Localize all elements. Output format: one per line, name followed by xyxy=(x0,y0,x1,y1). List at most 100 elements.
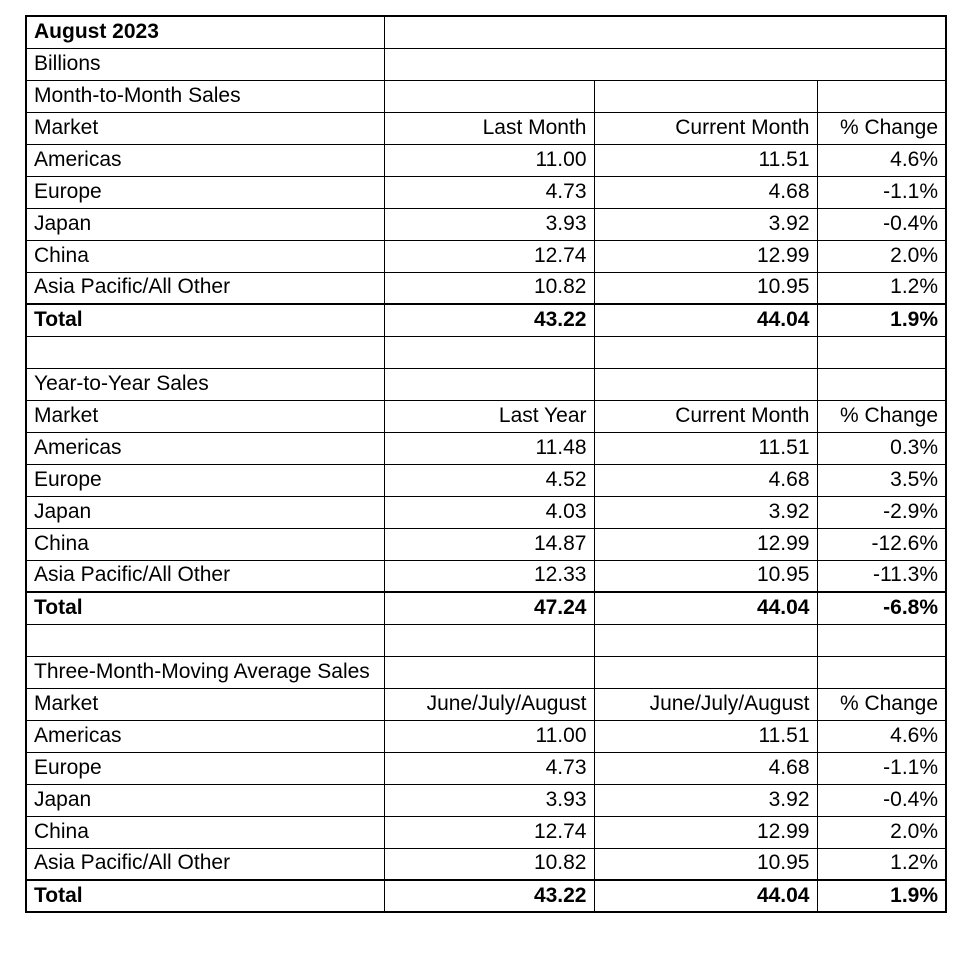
column-header: % Change xyxy=(816,399,947,433)
table-row: Asia Pacific/All Other 10.82 10.95 1.2% xyxy=(25,847,947,881)
market-cell: Europe xyxy=(25,463,385,497)
value-cell: 12.33 xyxy=(383,559,595,593)
empty-cell xyxy=(383,367,595,401)
market-cell: Japan xyxy=(25,207,385,241)
column-header: June/July/August xyxy=(593,687,818,721)
table-row: Europe 4.73 4.68 -1.1% xyxy=(25,751,947,785)
value-cell: 14.87 xyxy=(383,527,595,561)
value-cell: 10.82 xyxy=(383,847,595,881)
empty-cell xyxy=(593,655,818,689)
column-header: Last Year xyxy=(383,399,595,433)
market-cell: Europe xyxy=(25,751,385,785)
empty-cell xyxy=(383,335,595,369)
value-cell: 3.93 xyxy=(383,207,595,241)
market-cell: China xyxy=(25,527,385,561)
value-cell: 11.51 xyxy=(593,719,818,753)
table-row: Europe 4.52 4.68 3.5% xyxy=(25,463,947,497)
gap-row xyxy=(25,623,947,657)
total-value: 47.24 xyxy=(383,591,595,625)
table-row: Americas 11.00 11.51 4.6% xyxy=(25,719,947,753)
market-cell: Japan xyxy=(25,495,385,529)
total-row: Total 43.22 44.04 1.9% xyxy=(25,303,947,337)
table-row: Japan 3.93 3.92 -0.4% xyxy=(25,207,947,241)
value-cell: 4.6% xyxy=(816,719,947,753)
total-row: Total 47.24 44.04 -6.8% xyxy=(25,591,947,625)
market-cell: Europe xyxy=(25,175,385,209)
total-label: Total xyxy=(25,591,385,625)
market-cell: Japan xyxy=(25,783,385,817)
section-title: Year-to-Year Sales xyxy=(25,367,385,401)
column-header: June/July/August xyxy=(383,687,595,721)
market-header: Market xyxy=(25,399,385,433)
value-cell: 12.74 xyxy=(383,815,595,849)
column-header-row: Market Last Month Current Month% Change xyxy=(25,111,947,145)
value-cell: 4.68 xyxy=(593,463,818,497)
value-cell: 4.73 xyxy=(383,175,595,209)
table-row: China 14.87 12.99 -12.6% xyxy=(25,527,947,561)
value-cell: 1.2% xyxy=(816,847,947,881)
value-cell: 4.03 xyxy=(383,495,595,529)
value-cell: 4.6% xyxy=(816,143,947,177)
column-header: % Change xyxy=(816,687,947,721)
empty-cell xyxy=(593,623,818,657)
total-value: 43.22 xyxy=(383,879,595,913)
market-cell: Asia Pacific/All Other xyxy=(25,271,385,305)
value-cell: 2.0% xyxy=(816,815,947,849)
report-units: Billions xyxy=(25,47,385,81)
table-row: Japan 4.03 3.92 -2.9% xyxy=(25,495,947,529)
empty-cell xyxy=(816,79,947,113)
value-cell: -11.3% xyxy=(816,559,947,593)
empty-cell xyxy=(25,335,385,369)
column-header: Current Month xyxy=(593,399,818,433)
sales-report-table: August 2023 Billions Month-to-Month Sales M… xyxy=(25,15,948,913)
section-title-row: Three-Month-Moving Average Sales xyxy=(25,655,947,689)
value-cell: 3.93 xyxy=(383,783,595,817)
table-row: Americas 11.00 11.51 4.6% xyxy=(25,143,947,177)
empty-cell xyxy=(25,623,385,657)
market-cell: Americas xyxy=(25,143,385,177)
value-cell: -0.4% xyxy=(816,783,947,817)
empty-cell xyxy=(816,655,947,689)
value-cell: -1.1% xyxy=(816,751,947,785)
total-label: Total xyxy=(25,879,385,913)
table-row: China 12.74 12.99 2.0% xyxy=(25,815,947,849)
gap-row xyxy=(25,335,947,369)
value-cell: 10.95 xyxy=(593,847,818,881)
table-row: Europe 4.73 4.68 -1.1% xyxy=(25,175,947,209)
column-header: % Change xyxy=(816,111,947,145)
section-title-row: Year-to-Year Sales xyxy=(25,367,947,401)
total-row: Total 43.22 44.04 1.9% xyxy=(25,879,947,913)
value-cell: 4.73 xyxy=(383,751,595,785)
market-cell: Asia Pacific/All Other xyxy=(25,559,385,593)
column-header: Current Month xyxy=(593,111,818,145)
empty-cell xyxy=(593,367,818,401)
market-cell: Asia Pacific/All Other xyxy=(25,847,385,881)
value-cell: 0.3% xyxy=(816,431,947,465)
total-value: 44.04 xyxy=(593,591,818,625)
total-value: 44.04 xyxy=(593,303,818,337)
empty-cell xyxy=(816,367,947,401)
value-cell: 12.74 xyxy=(383,239,595,273)
section-title: Three-Month-Moving Average Sales xyxy=(25,655,385,689)
value-cell: 3.92 xyxy=(593,495,818,529)
units-row: Billions xyxy=(25,47,947,81)
table-row: Americas 11.48 11.51 0.3% xyxy=(25,431,947,465)
column-header-row: Market June/July/August June/July/August% … xyxy=(25,687,947,721)
empty-cell xyxy=(383,79,595,113)
value-cell: 3.5% xyxy=(816,463,947,497)
empty-cell xyxy=(383,15,947,49)
value-cell: 1.2% xyxy=(816,271,947,305)
table-row: Asia Pacific/All Other 12.33 10.95 -11.3% xyxy=(25,559,947,593)
empty-cell xyxy=(383,655,595,689)
value-cell: 11.51 xyxy=(593,143,818,177)
section-title: Month-to-Month Sales xyxy=(25,79,385,113)
value-cell: 4.68 xyxy=(593,751,818,785)
value-cell: 12.99 xyxy=(593,815,818,849)
value-cell: 11.51 xyxy=(593,431,818,465)
value-cell: 12.99 xyxy=(593,527,818,561)
value-cell: 4.68 xyxy=(593,175,818,209)
market-header: Market xyxy=(25,687,385,721)
value-cell: 10.82 xyxy=(383,271,595,305)
value-cell: 10.95 xyxy=(593,271,818,305)
value-cell: 11.00 xyxy=(383,143,595,177)
